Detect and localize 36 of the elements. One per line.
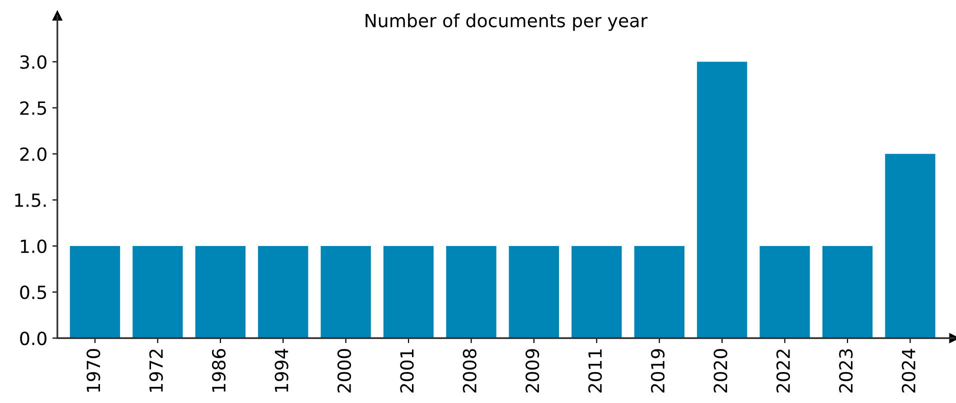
y-tick-label: 0.5 bbox=[20, 286, 46, 300]
bar bbox=[70, 246, 120, 338]
bar bbox=[634, 246, 684, 338]
x-tick-label: 1986 bbox=[212, 348, 226, 392]
y-tick-label: 0.0 bbox=[20, 332, 46, 346]
bar bbox=[320, 246, 371, 338]
bar bbox=[760, 246, 810, 338]
x-tick-label: 2019 bbox=[650, 349, 665, 392]
bar bbox=[572, 246, 622, 338]
x-tick-label: 2011 bbox=[588, 350, 602, 392]
x-tick-label: 2001 bbox=[400, 350, 414, 392]
x-tick-label: 2024 bbox=[902, 348, 916, 392]
bar bbox=[383, 246, 434, 338]
bar bbox=[696, 62, 748, 338]
x-tick-label: 1994 bbox=[274, 348, 288, 392]
y-tick-label: 1.0 bbox=[20, 239, 46, 254]
y-tick-label: 2.5 bbox=[20, 101, 46, 115]
bar bbox=[258, 246, 308, 338]
bar bbox=[508, 246, 560, 338]
chart-title: Number of documents per year bbox=[366, 13, 648, 31]
x-tick-label: 2008 bbox=[462, 349, 476, 392]
y-tick-label: 1.5. bbox=[15, 194, 46, 208]
x-tick-label: 2023 bbox=[839, 349, 853, 392]
bar bbox=[885, 154, 936, 338]
x-tick-label: 2000 bbox=[337, 349, 352, 392]
bar bbox=[195, 246, 246, 338]
bar bbox=[446, 246, 496, 338]
bar bbox=[132, 246, 183, 338]
x-tick-label: 2020 bbox=[714, 349, 728, 392]
y-tick-label: 2.0 bbox=[20, 147, 46, 162]
x-tick-label: 1972 bbox=[149, 350, 163, 392]
x-tick-label: 2022 bbox=[776, 350, 790, 392]
x-tick-label: 1970 bbox=[86, 349, 100, 392]
y-tick-label: 3.0 bbox=[20, 55, 46, 69]
x-tick-label: 2009 bbox=[526, 349, 540, 392]
bar bbox=[822, 246, 873, 338]
